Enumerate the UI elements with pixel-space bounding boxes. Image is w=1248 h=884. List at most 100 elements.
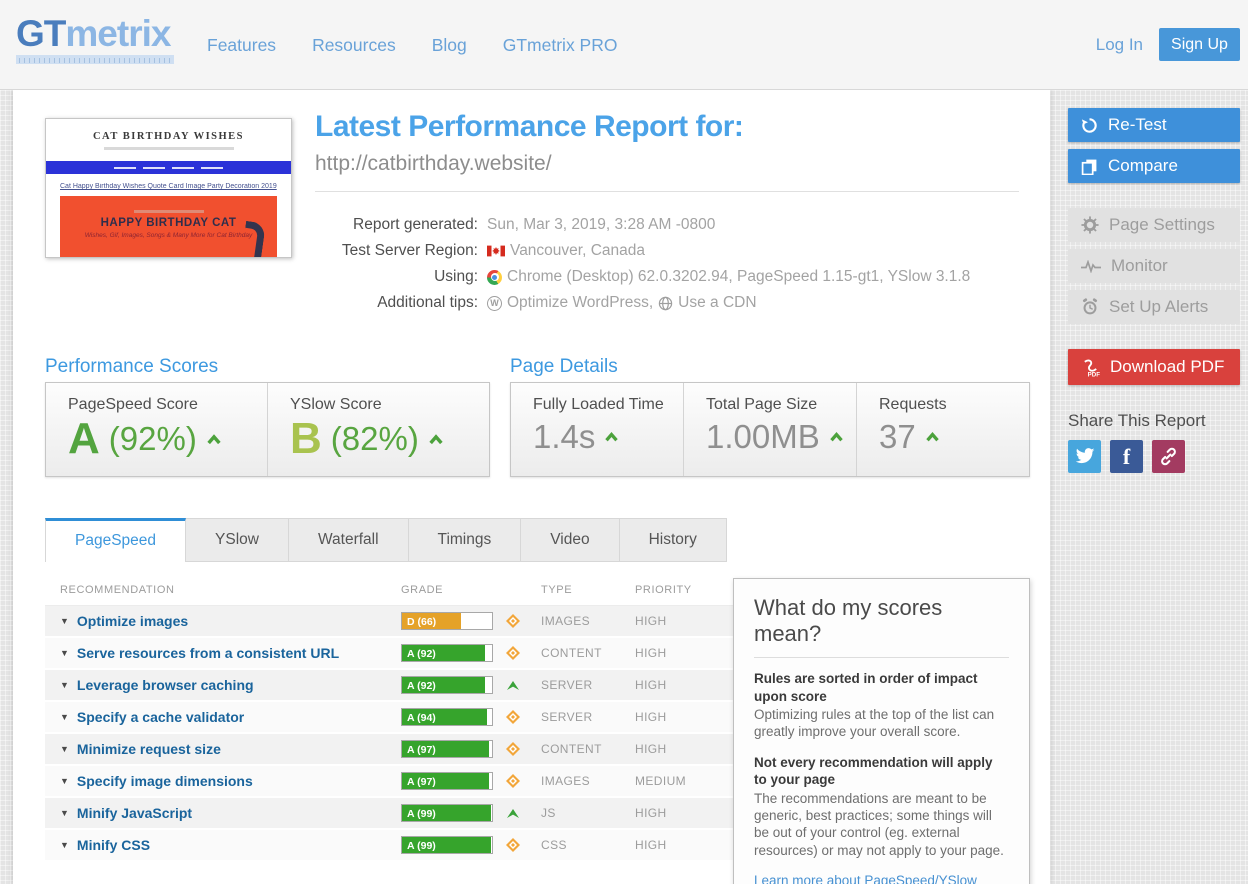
share-facebook-button[interactable]: f	[1110, 440, 1143, 473]
expand-triangle-icon[interactable]: ▼	[60, 648, 69, 658]
trend-up-icon	[428, 434, 444, 445]
refresh-icon	[1081, 117, 1098, 134]
expand-triangle-icon[interactable]: ▼	[60, 680, 69, 690]
gtmetrix-logo[interactable]: GTmetrix	[16, 14, 174, 64]
monitor-button[interactable]: Monitor	[1068, 249, 1240, 283]
share-twitter-button[interactable]	[1068, 440, 1101, 473]
login-link[interactable]: Log In	[1096, 35, 1143, 55]
thumb-article-heading: Cat Happy Birthday Wishes Quote Card Ima…	[60, 183, 277, 190]
recommendation-priority: HIGH	[635, 646, 733, 660]
grade-bar: A (97)	[401, 772, 493, 790]
compare-button[interactable]: Compare	[1068, 149, 1240, 183]
tab-waterfall[interactable]: Waterfall	[289, 518, 409, 562]
signup-button[interactable]: Sign Up	[1159, 28, 1240, 61]
nav-blog[interactable]: Blog	[432, 35, 467, 56]
diamond-icon	[505, 741, 521, 757]
recommendation-name[interactable]: Leverage browser caching	[77, 677, 254, 693]
compare-icon	[1081, 158, 1098, 175]
setup-alerts-button[interactable]: Set Up Alerts	[1068, 290, 1240, 324]
diamond-icon	[505, 645, 521, 661]
grade-label: A (97)	[407, 776, 436, 788]
site-thumbnail[interactable]: CAT BIRTHDAY WISHES Cat Happy Birthday W…	[45, 118, 292, 258]
table-row[interactable]: ▼ Specify image dimensions A (97) IMAGES…	[45, 766, 733, 798]
tab-timings[interactable]: Timings	[409, 518, 522, 562]
thumb-nav-bar	[46, 161, 291, 174]
recommendation-priority: MEDIUM	[635, 774, 733, 788]
recommendation-priority: HIGH	[635, 806, 733, 820]
col-priority: PRIORITY	[635, 584, 733, 596]
table-row[interactable]: ▼ Serve resources from a consistent URL …	[45, 638, 733, 670]
requests-value: 37	[879, 417, 916, 457]
grade-bar: A (97)	[401, 740, 493, 758]
pagespeed-grade: A	[68, 417, 100, 461]
recommendation-priority: HIGH	[635, 742, 733, 756]
nav-resources[interactable]: Resources	[312, 35, 396, 56]
recommendation-name[interactable]: Minify JavaScript	[77, 805, 192, 821]
tab-yslow[interactable]: YSlow	[186, 518, 289, 562]
table-row[interactable]: ▼ Minify CSS A (99) CSS HIGH	[45, 830, 733, 862]
pagespeed-percent: (92%)	[109, 419, 197, 459]
facebook-icon: f	[1123, 442, 1130, 472]
report-head: Latest Performance Report for: http://ca…	[315, 110, 1019, 192]
tab-video[interactable]: Video	[521, 518, 619, 562]
link-icon	[1159, 447, 1178, 466]
setup-alerts-label: Set Up Alerts	[1109, 297, 1208, 317]
expand-triangle-icon[interactable]: ▼	[60, 744, 69, 754]
improved-arrow-icon	[505, 806, 521, 820]
recommendation-name[interactable]: Specify a cache validator	[77, 709, 244, 725]
meta-row-region: Test Server Region: Vancouver, Canada	[315, 241, 970, 261]
grade-bar: A (92)	[401, 676, 493, 694]
meta-value: Vancouver, Canada	[487, 241, 645, 261]
info-heading-1: Rules are sorted in order of impact upon…	[754, 670, 1009, 705]
top-header: GTmetrix Features Resources Blog GTmetrix P…	[0, 0, 1248, 90]
recommendation-priority: HIGH	[635, 614, 733, 628]
share-link-button[interactable]	[1152, 440, 1185, 473]
meta-value: Chrome (Desktop) 62.0.3202.94, PageSpeed…	[487, 267, 970, 287]
requests-label: Requests	[879, 396, 1029, 414]
expand-triangle-icon[interactable]: ▼	[60, 776, 69, 786]
page-size-label: Total Page Size	[706, 396, 856, 414]
recommendation-type: CONTENT	[541, 742, 635, 756]
download-pdf-button[interactable]: PDF Download PDF	[1068, 349, 1240, 385]
page-settings-button[interactable]: Page Settings	[1068, 208, 1240, 242]
retest-label: Re-Test	[1108, 115, 1167, 135]
info-body-2: The recommendations are meant to be gene…	[754, 790, 1009, 859]
requests-cell: Requests 37	[856, 383, 1029, 476]
trend-up-icon	[829, 432, 844, 442]
recommendation-priority: HIGH	[635, 678, 733, 692]
use-cdn-link[interactable]: Use a CDN	[658, 293, 756, 313]
expand-triangle-icon[interactable]: ▼	[60, 616, 69, 626]
table-row[interactable]: ▼ Minify JavaScript A (99) JS HIGH	[45, 798, 733, 830]
learn-more-link[interactable]: Learn more about PageSpeed/YSlow scores …	[754, 872, 1009, 884]
table-row[interactable]: ▼ Optimize images D (66) IMAGES HIGH	[45, 606, 733, 638]
grade-label: A (97)	[407, 744, 436, 756]
expand-triangle-icon[interactable]: ▼	[60, 840, 69, 850]
recommendation-name[interactable]: Specify image dimensions	[77, 773, 253, 789]
col-grade: GRADE	[401, 584, 541, 596]
trend-up-icon	[206, 434, 222, 445]
expand-triangle-icon[interactable]: ▼	[60, 712, 69, 722]
recommendation-name[interactable]: Optimize images	[77, 613, 188, 629]
expand-triangle-icon[interactable]: ▼	[60, 808, 69, 818]
optimize-wordpress-link[interactable]: W Optimize WordPress,	[487, 293, 653, 313]
download-pdf-label: Download PDF	[1110, 357, 1224, 377]
main-nav: Features Resources Blog GTmetrix PRO	[207, 0, 617, 90]
recommendation-name[interactable]: Minify CSS	[77, 837, 150, 853]
recommendation-name[interactable]: Serve resources from a consistent URL	[77, 645, 339, 661]
nav-features[interactable]: Features	[207, 35, 276, 56]
tab-history[interactable]: History	[620, 518, 727, 562]
table-row[interactable]: ▼ Specify a cache validator A (94) SERVE…	[45, 702, 733, 734]
info-body-1: Optimizing rules at the top of the list …	[754, 706, 1009, 741]
recommendation-priority: HIGH	[635, 838, 733, 852]
nav-gtmetrix-pro[interactable]: GTmetrix PRO	[503, 35, 618, 56]
meta-label: Additional tips:	[315, 293, 478, 313]
table-row[interactable]: ▼ Minimize request size A (97) CONTENT H…	[45, 734, 733, 766]
recommendation-type: SERVER	[541, 678, 635, 692]
table-row[interactable]: ▼ Leverage browser caching A (92) SERVER…	[45, 670, 733, 702]
globe-icon	[658, 296, 673, 311]
recommendation-name[interactable]: Minimize request size	[77, 741, 221, 757]
tips-link1-label: Optimize WordPress,	[507, 293, 653, 313]
grade-bar: A (99)	[401, 836, 493, 854]
retest-button[interactable]: Re-Test	[1068, 108, 1240, 142]
tab-pagespeed[interactable]: PageSpeed	[45, 518, 186, 562]
